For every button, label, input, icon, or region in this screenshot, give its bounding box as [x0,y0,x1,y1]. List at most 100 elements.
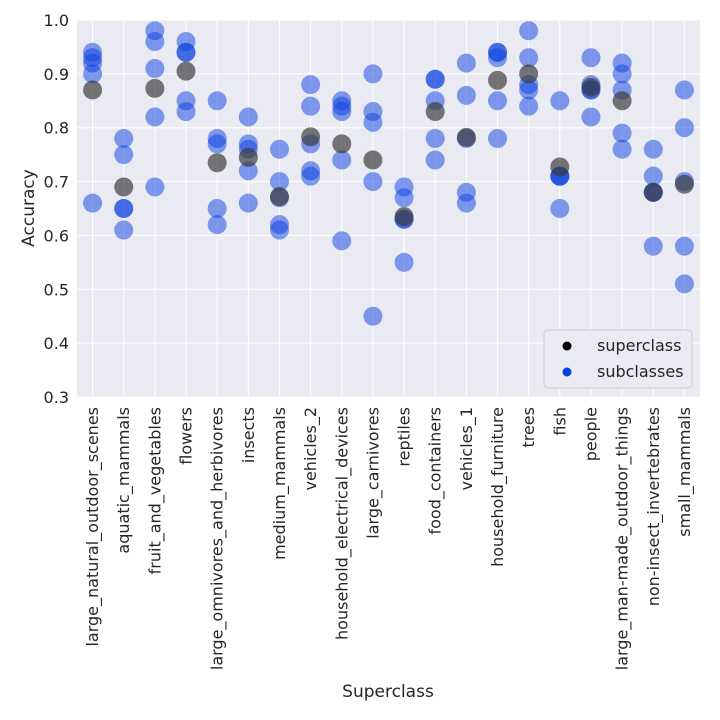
x-tick-label: reptiles [395,407,414,467]
subclass-point [674,274,694,294]
x-tick-label: insects [239,407,258,463]
x-tick-label: large_carnivores [363,407,383,539]
legend-label-superclass: superclass [597,336,681,355]
superclass-point [581,77,601,97]
superclass-point [456,127,476,147]
subclass-point [581,48,601,68]
subclass-point [363,112,383,132]
subclass-point [363,172,383,192]
subclass-point [612,139,632,159]
subclass-point [301,75,321,95]
subclass-point [550,91,570,111]
subclass-point [145,107,165,127]
superclass-point [674,174,694,194]
subclass-point [488,128,508,148]
subclass-point [238,193,258,213]
y-tick-label: 0.4 [44,334,69,353]
subclass-point [519,21,539,41]
x-tick-label: vehicles_1 [457,407,477,491]
subclass-point [363,64,383,84]
subclass-point [207,91,227,111]
superclass-point [519,64,539,84]
subclass-point [519,48,539,68]
y-tick-label: 0.3 [44,388,69,407]
x-tick-label: trees [519,407,538,448]
x-tick-label: non-insect_invertebrates [644,407,664,606]
x-tick-label: large_omnivores_and_herbivores [208,407,228,670]
subclass-point [145,177,165,197]
subclass-point [488,91,508,111]
subclass-point [269,139,289,159]
legend-box [543,329,693,389]
y-tick-label: 0.5 [44,280,69,299]
subclass-point [550,199,570,218]
subclass-point [612,64,632,84]
subclass-point [114,145,134,165]
subclass-point [269,220,289,240]
x-tick-label: small_mammals [675,407,695,537]
subclass-point [114,128,134,148]
subclass-point [114,220,134,240]
subclass-point [456,53,476,73]
superclass-point [550,157,570,177]
legend-label-subclasses: subclasses [597,362,684,381]
x-tick-label: large_natural_outdoor_scenes [83,407,103,647]
y-tick-label: 0.8 [44,119,69,138]
legend-marker-superclass [562,341,572,351]
superclass-point [207,153,227,173]
x-tick-label: fish [550,407,569,436]
legend-marker-subclasses [562,367,572,377]
subclass-point [674,236,694,256]
x-tick-labels: large_natural_outdoor_scenes aquatic_mamm… [83,407,695,670]
superclass-point [301,127,321,147]
y-tick-labels: 0.3 0.4 0.5 0.6 0.7 0.8 0.9 1.0 [44,11,69,407]
superclass-point [394,207,414,227]
x-tick-label: food_containers [426,407,446,535]
subclass-point [425,150,445,170]
superclass-point [425,102,445,122]
subclass-point [176,42,196,62]
subclass-point [332,231,352,251]
superclass-point [176,61,196,81]
y-tick-label: 0.7 [44,173,69,192]
superclass-point [238,147,258,167]
subclass-point [488,48,508,68]
subclass-point [301,96,321,116]
legend: superclass subclasses [543,329,693,389]
subclass-point [581,107,601,127]
x-axis-title: Superclass [342,682,434,702]
subclass-point [363,306,383,326]
subclass-point [674,118,694,138]
subclass-point [238,107,258,127]
superclass-point [145,78,165,98]
x-tick-label: large_man-made_outdoor_things [613,407,633,670]
subclass-point [145,58,165,78]
subclass-point [643,139,663,159]
subclass-point [207,134,227,154]
subclass-point [238,161,258,181]
x-tick-label: household_furniture [488,407,508,567]
subclass-point [301,166,321,186]
subclass-point [269,172,289,192]
subclass-point [332,102,352,122]
subclass-point [145,32,165,52]
subclass-point [207,215,227,235]
y-tick-label: 0.6 [44,226,69,245]
subclass-point [394,252,414,272]
subclass-point [394,188,414,208]
subclass-point [643,166,663,186]
x-tick-label: flowers [177,407,196,465]
x-tick-label: aquatic_mammals [114,407,134,554]
y-axis-title: Accuracy [19,169,39,247]
subclass-point [83,193,103,213]
superclass-points [83,61,694,227]
y-tick-label: 0.9 [44,65,69,84]
subclass-point [332,150,352,170]
subclass-point [425,69,445,89]
x-tick-label: fruit_and_vegetables [145,407,165,574]
subclass-point [519,80,539,100]
x-tick-label: vehicles_2 [301,407,321,491]
subclass-point [456,85,476,105]
y-tick-label: 1.0 [44,11,69,30]
